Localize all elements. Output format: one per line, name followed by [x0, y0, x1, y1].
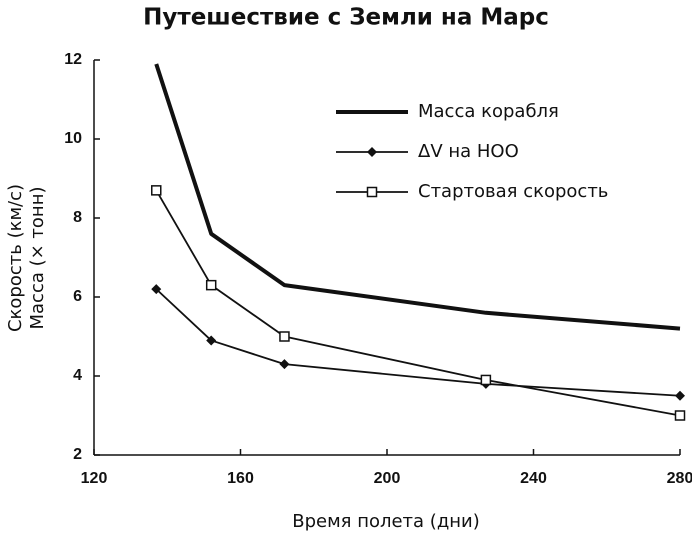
- point: [480, 374, 492, 386]
- y-tick-label: 4: [73, 367, 82, 384]
- x-tick-label: 280: [667, 470, 692, 487]
- legend-label: ΔV на НОО: [418, 141, 519, 162]
- y-tick-label: 10: [64, 130, 82, 147]
- point: [279, 331, 290, 342]
- x-tick-label: 120: [81, 470, 108, 487]
- y-tick-label: 12: [64, 51, 82, 68]
- x-tick-label: 160: [227, 470, 254, 487]
- point: [366, 186, 378, 198]
- y-axis-label: Скорость (км/с): [5, 184, 26, 332]
- y-axis-label: Масса (× тонн): [27, 187, 48, 330]
- point: [279, 359, 290, 370]
- point: [674, 410, 686, 421]
- legend-label: Масса корабля: [418, 101, 559, 122]
- x-tick-label: 200: [374, 470, 401, 487]
- y-tick-label: 6: [73, 288, 82, 305]
- point: [675, 390, 685, 401]
- point: [206, 335, 217, 346]
- chart-title: Путешествие с Земли на Марс: [143, 5, 549, 31]
- y-tick-label: 8: [73, 209, 82, 226]
- point: [367, 147, 377, 157]
- x-axis-label: Время полета (дни): [292, 511, 480, 532]
- point: [151, 284, 162, 295]
- legend-label: Стартовая скорость: [418, 181, 608, 202]
- point: [151, 185, 162, 196]
- x-tick-label: 240: [520, 470, 547, 487]
- y-tick-label: 2: [73, 446, 82, 463]
- point: [205, 279, 217, 291]
- series-line: [154, 63, 681, 331]
